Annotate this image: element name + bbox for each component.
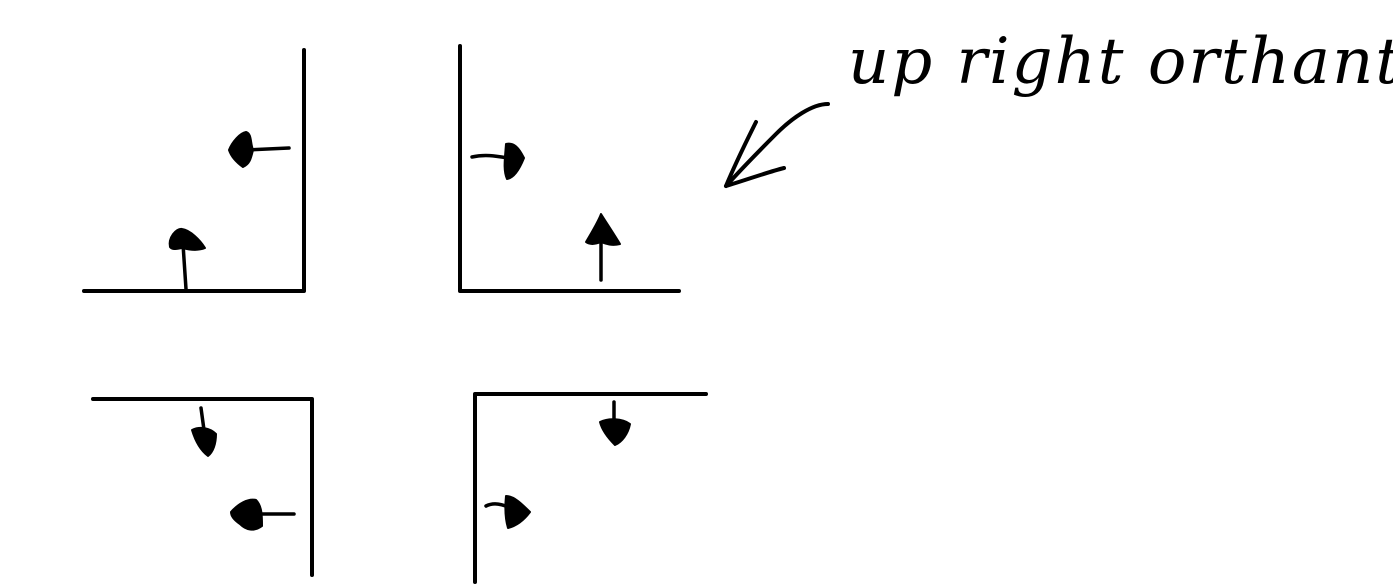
panel-top-left (82, 48, 306, 293)
left-arrow-icon (228, 131, 291, 168)
right-arrow-icon (470, 142, 525, 180)
right-arrow-icon (484, 495, 531, 529)
panel-walls (458, 44, 681, 293)
panel-walls (91, 397, 314, 577)
left-arrow-icon (230, 498, 296, 531)
pointer-arrow-shaft (724, 102, 830, 188)
panel-bottom-right (473, 392, 708, 584)
panel-top-right (458, 44, 681, 293)
panel-bottom-left (91, 397, 314, 577)
up-arrow-icon (585, 213, 621, 282)
panel-walls (473, 392, 708, 584)
down-arrow-icon (599, 400, 631, 446)
pointer-arrow-head (724, 120, 786, 188)
up-arrow-icon (168, 227, 206, 291)
pointer-arrow (724, 102, 830, 188)
annotation-label: up right orthant (848, 25, 1393, 99)
down-arrow-icon (191, 406, 217, 457)
panel-walls (82, 48, 306, 293)
